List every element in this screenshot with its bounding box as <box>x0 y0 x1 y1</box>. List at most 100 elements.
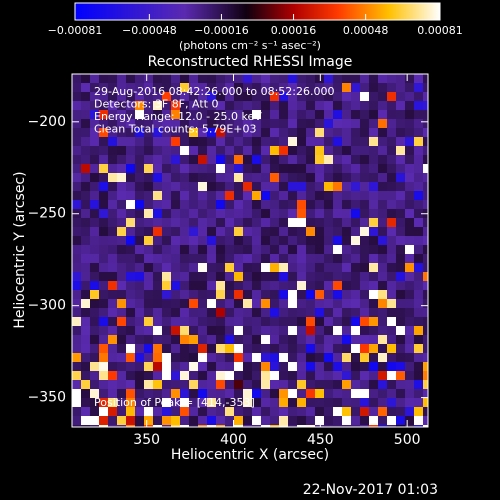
image-texture <box>153 74 162 83</box>
image-texture <box>90 83 99 92</box>
image-texture <box>189 191 198 200</box>
image-texture <box>144 191 153 200</box>
image-texture <box>207 389 216 398</box>
image-texture <box>90 101 99 110</box>
image-texture <box>171 209 180 218</box>
image-texture <box>99 128 108 137</box>
image-texture <box>306 299 315 308</box>
image-texture <box>378 371 387 380</box>
image-texture <box>180 344 189 353</box>
image-texture <box>234 236 243 245</box>
image-texture <box>126 218 135 227</box>
image-texture <box>279 308 288 317</box>
image-texture <box>171 398 180 407</box>
image-texture <box>207 425 216 427</box>
image-texture <box>207 281 216 290</box>
image-texture <box>270 380 279 389</box>
image-texture <box>207 236 216 245</box>
image-texture <box>153 119 162 128</box>
image-texture <box>225 200 234 209</box>
image-texture <box>126 362 135 371</box>
image-texture <box>405 398 414 407</box>
image-texture <box>144 308 153 317</box>
image-texture <box>324 101 333 110</box>
image-texture <box>171 308 180 317</box>
image-texture <box>252 92 261 101</box>
image-texture <box>297 110 306 119</box>
image-texture <box>117 254 126 263</box>
image-texture <box>252 137 261 146</box>
image-texture <box>360 371 369 380</box>
image-texture <box>423 362 428 371</box>
image-texture <box>243 200 252 209</box>
image-texture <box>99 74 108 83</box>
image-texture <box>270 173 279 182</box>
image-texture <box>153 155 162 164</box>
y-axis-label: Heliocentric Y (arcsec) <box>12 171 28 328</box>
image-texture <box>72 245 81 254</box>
image-texture <box>216 182 225 191</box>
image-texture <box>405 407 414 416</box>
image-texture <box>252 371 261 380</box>
image-texture <box>198 281 207 290</box>
image-texture <box>189 263 198 272</box>
image-texture <box>423 119 428 128</box>
image-texture <box>216 227 225 236</box>
colorbar-tick-label: −0.00016 <box>194 24 249 37</box>
image-texture <box>315 74 324 83</box>
image-texture <box>405 101 414 110</box>
image-texture <box>306 209 315 218</box>
image-texture <box>324 362 333 371</box>
image-texture <box>117 272 126 281</box>
image-texture <box>207 83 216 92</box>
image-texture <box>297 191 306 200</box>
image-texture <box>423 182 428 191</box>
image-texture <box>414 281 423 290</box>
image-texture <box>261 92 270 101</box>
image-texture <box>153 308 162 317</box>
image-texture <box>117 335 126 344</box>
image-texture <box>135 254 144 263</box>
image-texture <box>216 263 225 272</box>
image-texture <box>153 182 162 191</box>
image-texture <box>306 272 315 281</box>
image-texture <box>108 83 117 92</box>
image-texture <box>261 245 270 254</box>
image-texture <box>99 380 108 389</box>
image-texture <box>216 290 225 299</box>
image-texture <box>414 92 423 101</box>
image-texture <box>144 227 153 236</box>
image-texture <box>126 353 135 362</box>
image-texture <box>324 227 333 236</box>
image-texture <box>90 299 99 308</box>
image-texture <box>387 83 396 92</box>
image-texture <box>126 425 135 427</box>
image-texture <box>126 371 135 380</box>
image-texture <box>72 362 81 371</box>
image-texture <box>288 389 297 398</box>
image-texture <box>324 344 333 353</box>
image-texture <box>333 254 342 263</box>
image-texture <box>171 281 180 290</box>
image-texture <box>351 317 360 326</box>
image-texture <box>90 254 99 263</box>
image-texture <box>270 227 279 236</box>
image-texture <box>297 119 306 128</box>
image-texture <box>117 191 126 200</box>
image-texture <box>351 164 360 173</box>
image-texture <box>360 272 369 281</box>
image-texture <box>153 371 162 380</box>
image-texture <box>396 326 405 335</box>
image-texture <box>72 380 81 389</box>
image-texture <box>387 191 396 200</box>
image-texture <box>144 407 153 416</box>
image-texture <box>180 227 189 236</box>
image-texture <box>180 128 189 137</box>
image-texture <box>153 335 162 344</box>
image-texture <box>234 380 243 389</box>
image-texture <box>117 128 126 137</box>
image-texture <box>90 263 99 272</box>
image-texture <box>261 254 270 263</box>
image-texture <box>378 191 387 200</box>
image-texture <box>153 146 162 155</box>
